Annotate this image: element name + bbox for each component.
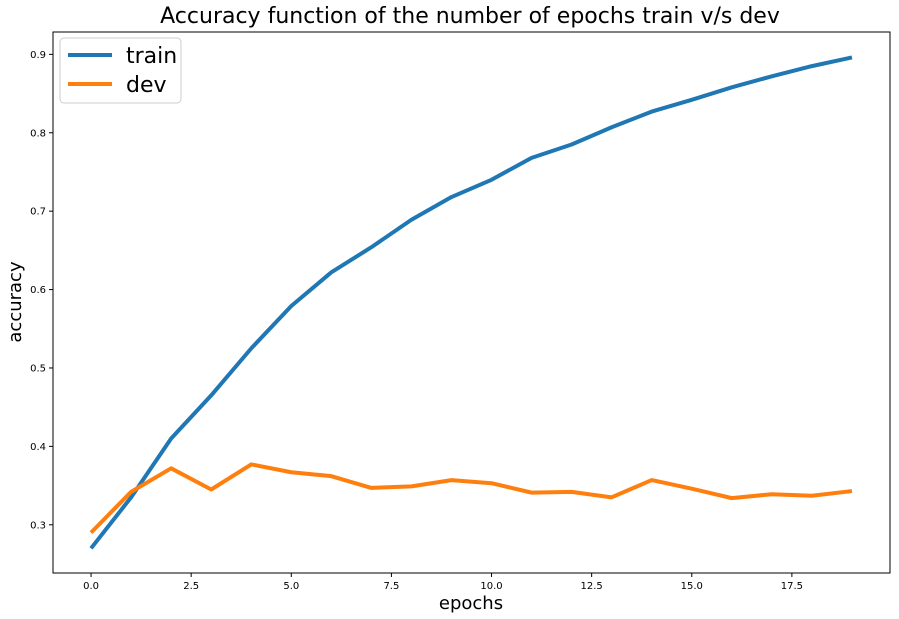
- x-tick-label: 7.5: [383, 581, 399, 592]
- y-tick-label: 0.9: [30, 50, 46, 61]
- chart-title: Accuracy function of the number of epoch…: [160, 4, 780, 29]
- y-tick-label: 0.4: [30, 442, 46, 453]
- series-line-dev: [89, 462, 853, 535]
- x-axis-label: epochs: [439, 593, 503, 614]
- series-lines: [89, 55, 853, 550]
- legend: train dev: [59, 37, 182, 104]
- y-tick-label: 0.3: [30, 520, 46, 531]
- x-tick-label: 12.5: [581, 581, 603, 592]
- legend-label-dev: dev: [126, 73, 167, 98]
- x-tick-label: 0.0: [83, 581, 99, 592]
- x-tick-label: 5.0: [283, 581, 299, 592]
- y-tick-label: 0.5: [30, 363, 46, 374]
- y-axis-ticks: 0.3 0.4 0.5 0.6 0.7 0.8 0.9: [30, 50, 53, 531]
- series-line-train: [89, 55, 853, 550]
- plot-frame: [52, 31, 891, 574]
- y-axis-label: accuracy: [5, 261, 26, 343]
- x-tick-label: 10.0: [480, 581, 502, 592]
- x-tick-label: 15.0: [681, 581, 703, 592]
- legend-label-train: train: [126, 44, 177, 69]
- x-tick-label: 17.5: [781, 581, 803, 592]
- y-tick-label: 0.6: [30, 285, 46, 296]
- x-axis-ticks: 0.0 2.5 5.0 7.5 10.0 12.5 15.0 17.5: [83, 573, 803, 592]
- y-tick-label: 0.7: [30, 207, 46, 218]
- x-tick-label: 2.5: [183, 581, 199, 592]
- y-tick-label: 0.8: [30, 128, 46, 139]
